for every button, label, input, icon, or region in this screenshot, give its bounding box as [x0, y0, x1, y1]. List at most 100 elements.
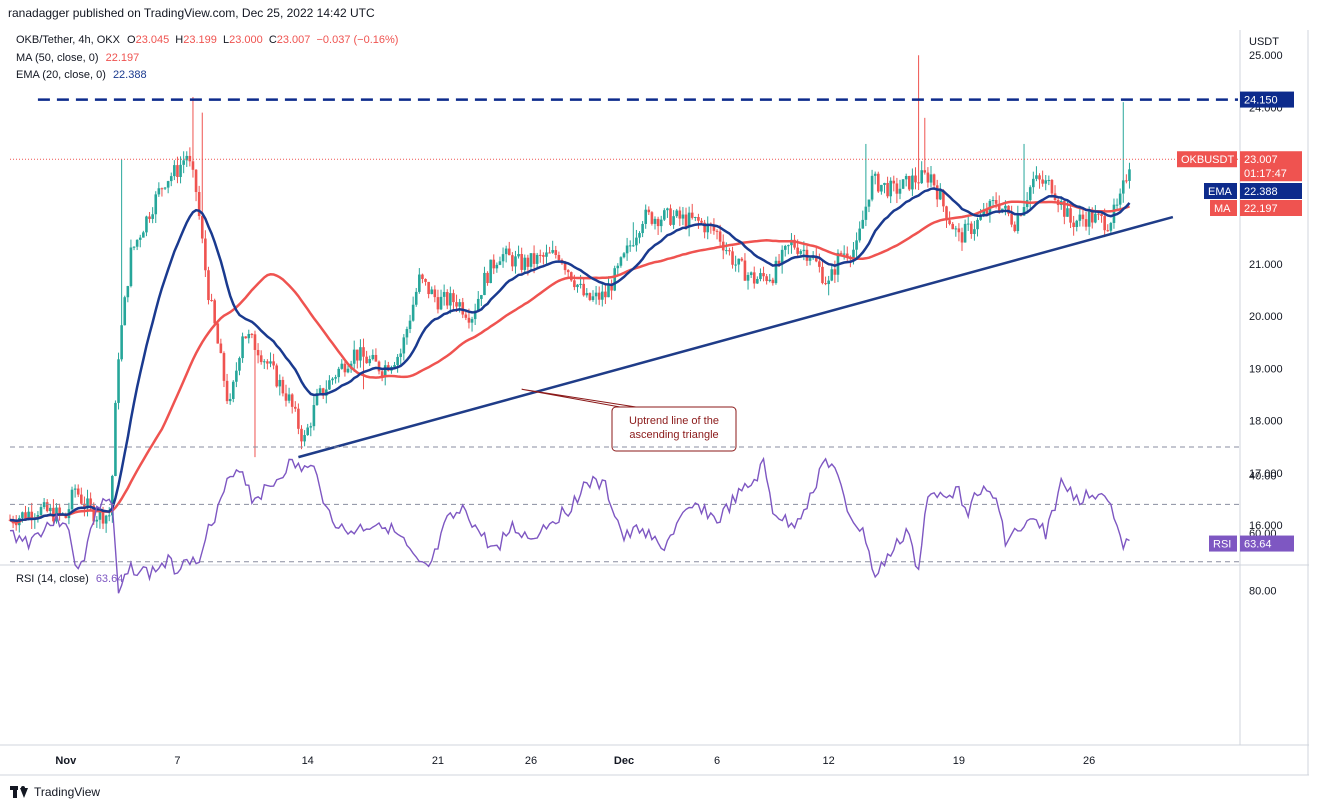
candle-body — [380, 371, 384, 377]
candle-body — [743, 260, 747, 281]
candle-body — [123, 297, 127, 326]
candle-body — [895, 183, 899, 194]
candle-body — [107, 515, 111, 517]
candle-body — [166, 181, 170, 188]
price-tick-label: 16.000 — [1249, 520, 1283, 532]
candle-body — [979, 215, 982, 220]
ema-20-line — [9, 187, 1131, 522]
candle-body — [1090, 211, 1094, 223]
price-tick-label: 20.000 — [1249, 311, 1283, 323]
candle-body — [312, 405, 316, 427]
candle-body — [241, 336, 244, 359]
candle-body — [625, 245, 629, 254]
candle-body — [498, 261, 502, 265]
candle-body — [1078, 214, 1082, 221]
candle-body — [272, 361, 275, 366]
candle-body — [439, 296, 443, 310]
candle-body — [876, 173, 880, 192]
candle-body — [551, 250, 554, 253]
candle-body — [1072, 222, 1075, 228]
candle-body — [194, 169, 198, 193]
candle-body — [188, 155, 192, 162]
candle-body — [337, 368, 341, 378]
ma-50-line — [9, 200, 1130, 525]
candle-body — [14, 523, 18, 526]
chart-canvas[interactable]: USDT 16.000 17.000 18.000 19.000 20.000 21.000… — [0, 0, 1317, 780]
candle-body — [173, 165, 176, 177]
candle-body — [994, 200, 998, 204]
candle-body — [30, 511, 34, 520]
candle-body — [566, 270, 570, 273]
candle-body — [396, 356, 399, 366]
candle-body — [331, 378, 334, 381]
candle-body — [557, 254, 561, 260]
candle-body — [374, 354, 378, 362]
candle-body — [917, 182, 920, 184]
candle-body — [883, 182, 886, 185]
candle-body — [712, 225, 716, 231]
rsi-label-tag-bg — [1209, 535, 1237, 552]
candle-body — [907, 175, 911, 190]
legend-rsi-row: RSI (14, close) 63.64 — [16, 573, 123, 585]
resistance-tag: 24.150 — [1244, 95, 1278, 107]
candle-body — [210, 300, 213, 302]
legend-high-label: H — [175, 34, 184, 46]
candle-body — [411, 304, 415, 321]
candle-body — [886, 182, 889, 197]
candle-body — [548, 252, 551, 254]
candle-body — [1032, 178, 1035, 188]
candle-body — [1028, 187, 1032, 201]
candle-body — [904, 175, 908, 180]
candle-body — [151, 214, 154, 219]
candle-body — [1050, 179, 1054, 194]
candle-body — [340, 363, 344, 369]
footer: TradingView — [10, 785, 100, 799]
legend-ma-row: MA (50, close, 0) 22.197 — [16, 52, 139, 64]
candle-body — [951, 223, 955, 230]
candle-body — [870, 175, 874, 200]
ema-label-tag-bg — [1204, 183, 1237, 199]
candle-body — [476, 298, 480, 311]
time-tick-label: 14 — [302, 755, 314, 767]
candle-body — [610, 285, 613, 291]
legend-symbol-row: OKB/Tether, 4h, OKX O23.045 H23.199 L23.… — [16, 34, 398, 46]
candle-body — [923, 170, 927, 173]
candle-body — [256, 349, 260, 356]
candle-body — [939, 190, 942, 200]
candle-body — [970, 223, 973, 234]
candle-body — [470, 319, 474, 323]
candle-body — [1115, 204, 1119, 206]
candle-body — [39, 507, 43, 516]
candle-body — [1081, 214, 1085, 220]
candle-body — [45, 502, 49, 512]
candle-body — [433, 289, 437, 298]
candle-body — [563, 263, 567, 271]
symbol-tag-bg — [1177, 151, 1237, 168]
candle-body — [604, 291, 607, 298]
candle-body — [135, 239, 139, 247]
time-tick-label: 12 — [823, 755, 835, 767]
candle-body — [421, 274, 424, 279]
candle-body — [114, 402, 117, 476]
candle-body — [697, 217, 700, 221]
candle-body — [111, 475, 114, 516]
candle-body — [873, 173, 877, 176]
candle-body — [371, 354, 375, 360]
legend-ema-value: 22.388 — [112, 69, 147, 81]
candle-body — [157, 188, 161, 195]
candle-body — [1125, 180, 1128, 182]
candle-body — [176, 165, 179, 177]
candle-body — [796, 247, 799, 254]
candle-body — [861, 219, 865, 229]
candle-body — [663, 210, 666, 220]
candle-body — [126, 286, 130, 298]
candle-body — [728, 250, 731, 252]
candle-body — [76, 488, 80, 495]
candle-body — [495, 264, 499, 269]
candle-body — [672, 216, 675, 225]
candle-body — [160, 188, 164, 190]
candle-body — [842, 253, 846, 255]
candle-body — [594, 292, 598, 297]
time-tick-label: Dec — [614, 755, 634, 767]
candle-body — [855, 240, 858, 250]
